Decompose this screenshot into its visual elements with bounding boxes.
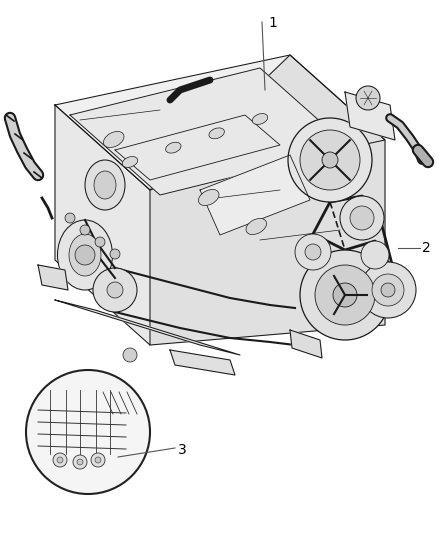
Circle shape [360, 262, 416, 318]
Polygon shape [55, 105, 150, 345]
Ellipse shape [57, 220, 113, 290]
Circle shape [322, 152, 338, 168]
Circle shape [333, 283, 357, 307]
Circle shape [91, 453, 105, 467]
Circle shape [381, 283, 395, 297]
Circle shape [26, 370, 150, 494]
Ellipse shape [122, 157, 138, 167]
Ellipse shape [209, 128, 224, 139]
Circle shape [110, 249, 120, 259]
Circle shape [350, 206, 374, 230]
Circle shape [107, 282, 123, 298]
Ellipse shape [85, 160, 125, 210]
Ellipse shape [69, 234, 101, 276]
Polygon shape [38, 265, 68, 290]
Circle shape [288, 118, 372, 202]
Polygon shape [115, 115, 280, 180]
Ellipse shape [246, 219, 266, 235]
Circle shape [305, 244, 321, 260]
Circle shape [300, 250, 390, 340]
Circle shape [295, 234, 331, 270]
Circle shape [80, 225, 90, 235]
Polygon shape [200, 155, 310, 235]
Circle shape [65, 213, 75, 223]
Polygon shape [170, 350, 235, 375]
Circle shape [95, 457, 101, 463]
Text: 2: 2 [422, 241, 431, 255]
Circle shape [77, 459, 83, 465]
Polygon shape [345, 92, 395, 140]
Circle shape [315, 265, 375, 325]
Circle shape [93, 268, 137, 312]
Polygon shape [150, 55, 385, 345]
Polygon shape [55, 55, 385, 190]
Polygon shape [55, 300, 240, 355]
Circle shape [300, 130, 360, 190]
Circle shape [73, 455, 87, 469]
Polygon shape [70, 68, 350, 195]
Ellipse shape [166, 142, 181, 153]
Circle shape [57, 457, 63, 463]
Circle shape [53, 453, 67, 467]
Ellipse shape [198, 189, 219, 206]
Ellipse shape [151, 160, 172, 176]
Circle shape [95, 237, 105, 247]
Circle shape [372, 274, 404, 306]
Circle shape [356, 86, 380, 110]
Ellipse shape [94, 171, 116, 199]
Text: 3: 3 [178, 443, 187, 457]
Ellipse shape [252, 114, 268, 124]
Polygon shape [290, 330, 322, 358]
Ellipse shape [103, 132, 124, 148]
Circle shape [340, 196, 384, 240]
Circle shape [123, 348, 137, 362]
Text: 1: 1 [268, 16, 277, 30]
Circle shape [75, 245, 95, 265]
Circle shape [361, 241, 389, 269]
